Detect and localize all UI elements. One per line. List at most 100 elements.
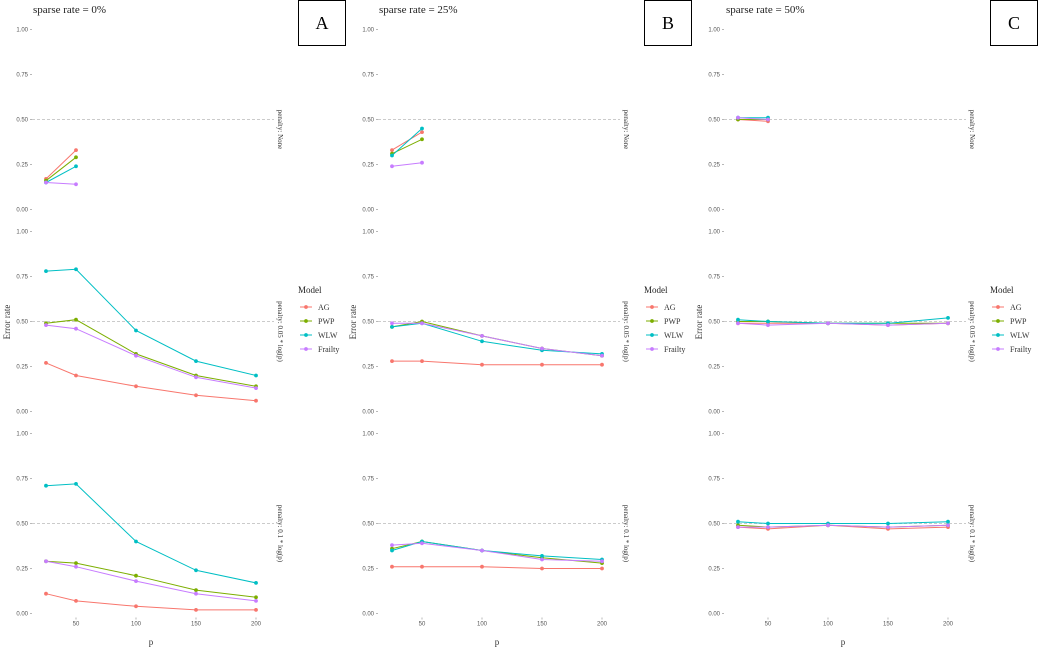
data-point-wlw	[886, 521, 890, 526]
data-point-ag	[44, 591, 48, 596]
series-line-frailty	[391, 542, 603, 562]
x-tick-label: 100	[131, 622, 142, 628]
legend-label: AG	[1010, 303, 1022, 312]
data-point-frailty	[44, 323, 48, 327]
data-point-wlw	[736, 317, 740, 322]
facet-strip-label: penalty: None	[276, 110, 284, 149]
y-tick-label: 0.25	[708, 567, 720, 573]
data-point-wlw	[134, 539, 138, 544]
data-point-frailty	[194, 375, 198, 380]
y-tick-label: 0.25	[16, 365, 28, 371]
y-tick-label: 0.75	[16, 275, 28, 281]
data-point-wlw	[766, 521, 770, 526]
y-tick-label: 0.75	[362, 73, 374, 79]
y-tick-label: 0.50	[708, 522, 720, 528]
data-point-wlw	[194, 359, 198, 363]
data-point-ag	[74, 373, 78, 378]
y-tick-label: 0.25	[362, 163, 374, 169]
data-point-ag	[194, 608, 198, 612]
legend-key-point	[650, 305, 654, 309]
y-axis-title: Error rate	[2, 305, 12, 340]
data-point-wlw	[420, 126, 424, 131]
y-tick-label: 0.75	[16, 477, 28, 483]
data-point-wlw	[194, 568, 198, 573]
legend-label: PWP	[664, 317, 681, 326]
data-point-pwp	[134, 573, 138, 578]
series-line-ag	[391, 131, 423, 151]
y-tick-label: 0.50	[16, 522, 28, 528]
legend-label: PWP	[318, 317, 335, 326]
y-tick-label: 0.75	[362, 477, 374, 483]
data-point-wlw	[74, 164, 78, 169]
data-point-wlw	[74, 267, 78, 272]
data-point-wlw	[540, 554, 544, 558]
legend-title: Model	[990, 285, 1014, 295]
data-point-pwp	[254, 595, 258, 600]
data-point-wlw	[946, 519, 950, 524]
y-tick-label: 0.50	[16, 320, 28, 326]
legend-label: AG	[318, 303, 330, 312]
data-point-frailty	[540, 557, 544, 562]
data-point-frailty	[134, 579, 138, 583]
x-tick-label: 150	[537, 622, 548, 628]
panel-c-title: sparse rate = 50%	[726, 4, 805, 16]
data-point-frailty	[736, 115, 740, 120]
data-point-wlw	[390, 325, 394, 329]
legend-title: Model	[298, 285, 322, 295]
y-tick-label: 1.00	[16, 28, 28, 34]
data-point-frailty	[390, 164, 394, 169]
y-tick-label: 0.00	[708, 208, 720, 214]
y-tick-label: 0.25	[708, 163, 720, 169]
data-point-frailty	[766, 117, 770, 122]
x-tick-label: 100	[477, 622, 488, 628]
data-point-ag	[254, 608, 258, 612]
legend-key-point	[650, 347, 654, 351]
data-point-frailty	[826, 321, 830, 326]
data-point-pwp	[74, 155, 78, 160]
y-tick-label: 0.50	[362, 118, 374, 124]
data-point-ag	[600, 566, 604, 571]
data-point-wlw	[390, 153, 394, 158]
series-line-ag	[45, 149, 77, 180]
series-line-wlw	[391, 128, 423, 156]
legend-label: WLW	[1010, 331, 1030, 340]
data-point-frailty	[420, 160, 424, 165]
data-point-ag	[600, 362, 604, 367]
data-point-frailty	[194, 591, 198, 596]
data-point-frailty	[600, 353, 604, 358]
y-tick-label: 0.50	[16, 118, 28, 124]
panel-c-label: C	[990, 0, 1038, 46]
data-point-ag	[480, 362, 484, 367]
data-point-frailty	[254, 386, 258, 390]
legend-label: AG	[664, 303, 676, 312]
y-tick-label: 0.00	[16, 410, 28, 416]
data-point-frailty	[946, 321, 950, 326]
data-point-frailty	[766, 525, 770, 529]
y-tick-label: 1.00	[708, 432, 720, 438]
data-point-frailty	[946, 523, 950, 528]
x-tick-label: 200	[943, 622, 954, 628]
data-point-pwp	[74, 317, 78, 322]
data-point-ag	[254, 398, 258, 403]
data-point-frailty	[480, 548, 484, 553]
y-tick-label: 0.25	[16, 163, 28, 169]
data-point-ag	[44, 361, 48, 365]
data-point-frailty	[886, 323, 890, 327]
y-tick-label: 0.00	[362, 410, 374, 416]
data-point-wlw	[736, 519, 740, 524]
x-tick-label: 150	[191, 622, 202, 628]
y-tick-label: 0.50	[362, 320, 374, 326]
data-point-frailty	[420, 541, 424, 546]
facet-strip-label: penalty: 0.05 * log(p)	[622, 301, 630, 362]
x-tick-label: 50	[765, 622, 772, 628]
legend-key-point	[996, 333, 1000, 337]
legend-key-point	[304, 333, 308, 337]
panel-b-title: sparse rate = 25%	[379, 4, 458, 16]
y-tick-label: 1.00	[708, 230, 720, 236]
y-tick-label: 1.00	[362, 230, 374, 236]
y-tick-label: 0.25	[16, 567, 28, 573]
legend-key-point	[996, 319, 1000, 323]
x-tick-label: 200	[251, 622, 262, 628]
series-line-frailty	[45, 182, 77, 185]
